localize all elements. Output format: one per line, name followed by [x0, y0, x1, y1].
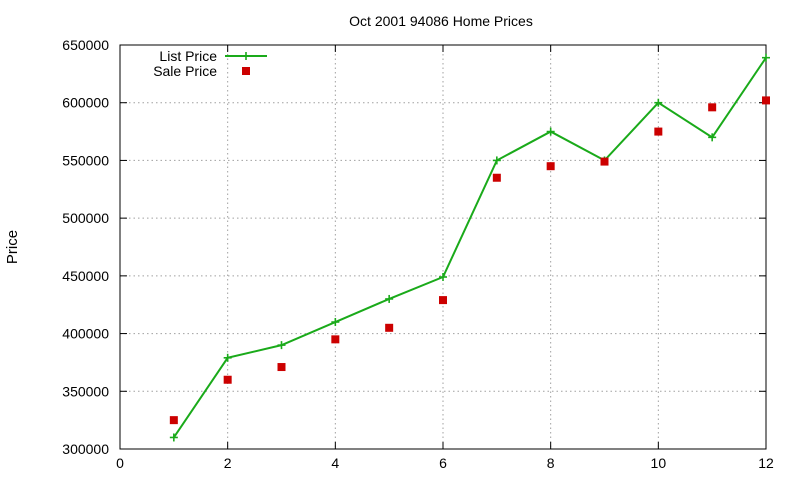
chart-title: Oct 2001 94086 Home Prices: [349, 13, 533, 29]
list-price-point: [708, 133, 717, 142]
sale-price-point: [762, 96, 770, 105]
sale-price-point: [654, 127, 663, 136]
list-price-point: [762, 53, 770, 62]
y-tick-label: 650000: [62, 37, 109, 53]
y-tick-label: 400000: [62, 326, 109, 342]
list-price-point: [331, 318, 340, 327]
x-tick-label: 6: [439, 455, 447, 471]
sale-price-point: [546, 162, 555, 171]
x-tick-label: 12: [758, 455, 774, 471]
series-layer: [169, 53, 770, 442]
x-tick-label: 4: [331, 455, 339, 471]
axis-ticks: 300000 350000 400000 450000 500000 550000 6000…: [62, 37, 774, 471]
y-axis-label: Price: [4, 230, 21, 264]
y-tick-label: 500000: [62, 210, 109, 226]
x-tick-label: 10: [651, 455, 667, 471]
legend-label: Sale Price: [153, 63, 217, 79]
y-tick-label: 550000: [62, 152, 109, 168]
y-tick-label: 450000: [62, 268, 109, 284]
x-tick-label: 0: [116, 455, 124, 471]
legend-square-swatch: [242, 67, 250, 75]
y-tick-label: 600000: [62, 95, 109, 111]
list-price-point: [223, 353, 232, 362]
sale-price-point: [708, 103, 717, 112]
list-price-point: [654, 98, 663, 107]
series-sale-price: [169, 96, 770, 425]
sale-price-point: [223, 375, 232, 384]
y-tick-label: 300000: [62, 441, 109, 457]
list-price-point: [385, 294, 394, 303]
grid: [120, 45, 766, 449]
list-price-line: [173, 57, 767, 439]
y-tick-label: 350000: [62, 383, 109, 399]
x-tick-label: 8: [547, 455, 555, 471]
sale-price-point: [600, 157, 609, 166]
sale-price-point: [331, 335, 340, 344]
sale-price-point: [169, 416, 178, 425]
legend-label: List Price: [159, 48, 217, 64]
list-price-point: [277, 341, 286, 350]
list-price-point: [169, 433, 178, 442]
sale-price-point: [385, 323, 394, 332]
legend-cross-swatch: [242, 52, 250, 60]
sale-price-point: [439, 296, 447, 305]
sale-price-point: [492, 173, 501, 182]
list-price-point: [492, 156, 501, 165]
series-list-price: [169, 53, 770, 442]
list-price-point: [439, 273, 447, 282]
x-tick-label: 2: [224, 455, 232, 471]
list-price-point: [546, 127, 555, 136]
sale-price-point: [277, 363, 286, 372]
